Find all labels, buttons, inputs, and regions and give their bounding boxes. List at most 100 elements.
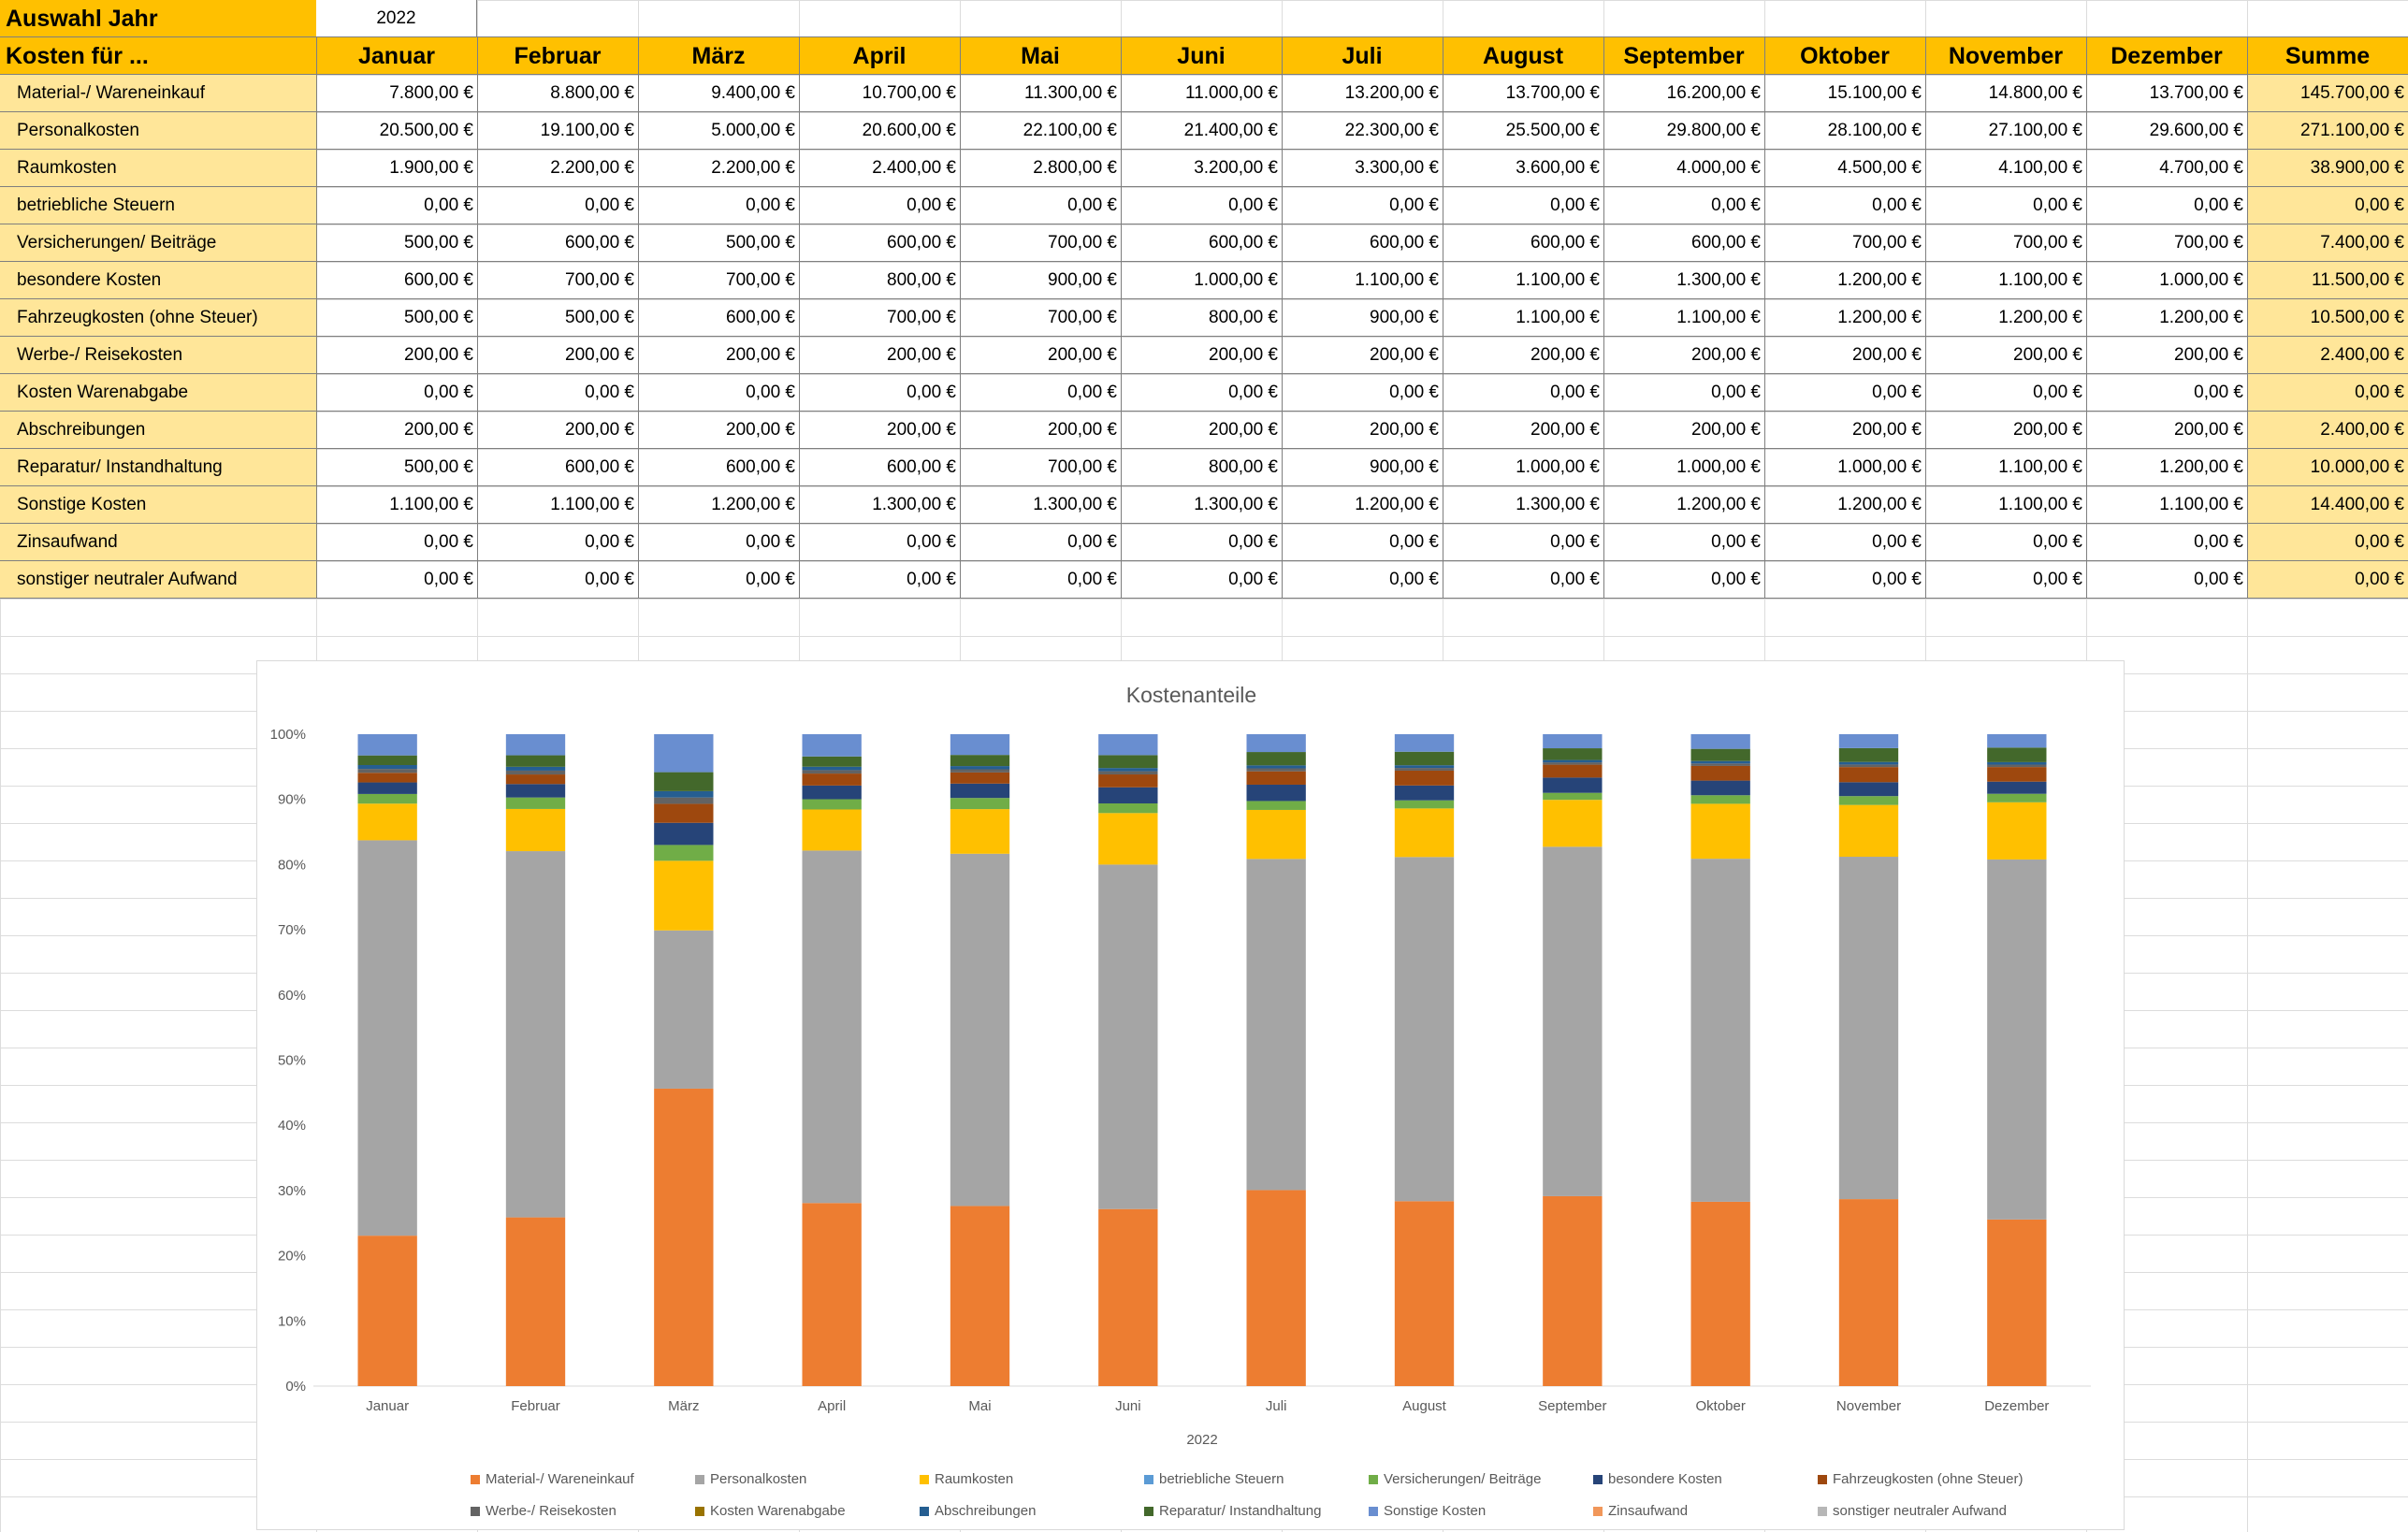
cost-cell[interactable]: 0,00 € [1389, 532, 1439, 552]
cost-cell[interactable]: 700,00 € [2174, 233, 2243, 253]
cost-cell[interactable]: 0,00 € [1228, 383, 1278, 402]
cost-cell[interactable]: 1.100,00 € [1998, 495, 2082, 514]
cost-cell[interactable]: 800,00 € [1209, 457, 1278, 477]
cost-cell[interactable]: 0,00 € [2033, 570, 2082, 589]
sum-cell[interactable]: 2.400,00 € [2247, 337, 2408, 374]
sum-cell[interactable]: 0,00 € [2247, 187, 2408, 224]
cost-cell[interactable]: 200,00 € [726, 345, 795, 365]
cost-cell[interactable]: 4.100,00 € [1998, 158, 2082, 178]
cost-cell[interactable]: 500,00 € [404, 233, 473, 253]
cost-cell[interactable]: 11.300,00 € [1024, 83, 1117, 103]
cost-cell[interactable]: 8.800,00 € [550, 83, 634, 103]
year-input[interactable]: 2022 [316, 0, 477, 37]
cost-cell[interactable]: 200,00 € [2013, 345, 2082, 365]
cost-cell[interactable]: 900,00 € [1048, 270, 1117, 290]
cost-cell[interactable]: 29.800,00 € [1666, 121, 1761, 140]
cost-cell[interactable]: 1.200,00 € [1355, 495, 1439, 514]
cost-cell[interactable]: 200,00 € [1370, 420, 1439, 440]
cost-cell[interactable]: 13.200,00 € [1344, 83, 1439, 103]
cost-cell[interactable]: 0,00 € [424, 195, 473, 215]
cost-cell[interactable]: 0,00 € [2194, 195, 2243, 215]
cost-cell[interactable]: 600,00 € [565, 457, 634, 477]
cost-cell[interactable]: 0,00 € [746, 570, 795, 589]
cost-cell[interactable]: 1.300,00 € [872, 495, 956, 514]
sum-cell[interactable]: 0,00 € [2247, 561, 2408, 599]
cost-cell[interactable]: 200,00 € [404, 420, 473, 440]
cost-cell[interactable]: 700,00 € [1048, 233, 1117, 253]
cost-cell[interactable]: 500,00 € [404, 457, 473, 477]
cost-cell[interactable]: 2.200,00 € [550, 158, 634, 178]
cost-cell[interactable]: 800,00 € [1209, 308, 1278, 327]
cost-share-chart[interactable]: Kostenanteile 0% 10% 20% 30% 40% 50% 60% 70% 80% 9… [256, 660, 2125, 1530]
cost-cell[interactable]: 4.000,00 € [1676, 158, 1761, 178]
cost-cell[interactable]: 1.200,00 € [1676, 495, 1761, 514]
cost-cell[interactable]: 1.100,00 € [1516, 270, 1600, 290]
sum-cell[interactable]: 10.000,00 € [2247, 449, 2408, 486]
cost-cell[interactable]: 1.200,00 € [1837, 270, 1922, 290]
cost-cell[interactable]: 1.200,00 € [711, 495, 795, 514]
cost-cell[interactable]: 0,00 € [1067, 570, 1117, 589]
cost-cell[interactable]: 4.700,00 € [2159, 158, 2243, 178]
cost-cell[interactable]: 600,00 € [1530, 233, 1600, 253]
cost-cell[interactable]: 1.100,00 € [1355, 270, 1439, 290]
cost-cell[interactable]: 1.300,00 € [1194, 495, 1278, 514]
cost-cell[interactable]: 13.700,00 € [2149, 83, 2243, 103]
cost-cell[interactable]: 1.100,00 € [1676, 308, 1761, 327]
cost-cell[interactable]: 14.800,00 € [1988, 83, 2082, 103]
cost-cell[interactable]: 20.500,00 € [379, 121, 473, 140]
cost-cell[interactable]: 0,00 € [1711, 570, 1761, 589]
cost-cell[interactable]: 200,00 € [726, 420, 795, 440]
cost-cell[interactable]: 1.100,00 € [1998, 457, 2082, 477]
cost-cell[interactable]: 0,00 € [585, 570, 634, 589]
cost-cell[interactable]: 700,00 € [887, 308, 956, 327]
cost-cell[interactable]: 0,00 € [1872, 532, 1922, 552]
cost-cell[interactable]: 600,00 € [565, 233, 634, 253]
cost-cell[interactable]: 0,00 € [2033, 532, 2082, 552]
cost-cell[interactable]: 0,00 € [2033, 383, 2082, 402]
cost-cell[interactable]: 1.100,00 € [550, 495, 634, 514]
cost-cell[interactable]: 2.400,00 € [872, 158, 956, 178]
cost-cell[interactable]: 25.500,00 € [1505, 121, 1600, 140]
cost-cell[interactable]: 0,00 € [1711, 383, 1761, 402]
cost-cell[interactable]: 0,00 € [585, 532, 634, 552]
cost-cell[interactable]: 0,00 € [424, 532, 473, 552]
cost-cell[interactable]: 0,00 € [424, 383, 473, 402]
cost-cell[interactable]: 0,00 € [907, 532, 956, 552]
cost-cell[interactable]: 1.300,00 € [1033, 495, 1117, 514]
cost-cell[interactable]: 1.100,00 € [1516, 308, 1600, 327]
cost-cell[interactable]: 1.000,00 € [1516, 457, 1600, 477]
cost-cell[interactable]: 4.500,00 € [1837, 158, 1922, 178]
cost-cell[interactable]: 600,00 € [726, 457, 795, 477]
cost-cell[interactable]: 600,00 € [404, 270, 473, 290]
cost-cell[interactable]: 0,00 € [1067, 195, 1117, 215]
cost-cell[interactable]: 0,00 € [1711, 195, 1761, 215]
cost-cell[interactable]: 1.000,00 € [2159, 270, 2243, 290]
cost-cell[interactable]: 0,00 € [1067, 532, 1117, 552]
cost-cell[interactable]: 0,00 € [1550, 383, 1600, 402]
cost-cell[interactable]: 200,00 € [404, 345, 473, 365]
cost-cell[interactable]: 22.100,00 € [1023, 121, 1117, 140]
cost-cell[interactable]: 200,00 € [1530, 420, 1600, 440]
cost-cell[interactable]: 200,00 € [1852, 420, 1922, 440]
cost-cell[interactable]: 200,00 € [1209, 420, 1278, 440]
cost-cell[interactable]: 0,00 € [907, 383, 956, 402]
cost-cell[interactable]: 0,00 € [1228, 195, 1278, 215]
cost-cell[interactable]: 0,00 € [1550, 570, 1600, 589]
cost-cell[interactable]: 0,00 € [585, 195, 634, 215]
cost-cell[interactable]: 1.200,00 € [1998, 308, 2082, 327]
cost-cell[interactable]: 700,00 € [726, 270, 795, 290]
cost-cell[interactable]: 1.200,00 € [2159, 457, 2243, 477]
cost-cell[interactable]: 10.700,00 € [862, 83, 956, 103]
sum-cell[interactable]: 0,00 € [2247, 374, 2408, 412]
sum-cell[interactable]: 11.500,00 € [2247, 262, 2408, 299]
cost-cell[interactable]: 200,00 € [1048, 420, 1117, 440]
sum-cell[interactable]: 38.900,00 € [2247, 150, 2408, 187]
cost-cell[interactable]: 13.700,00 € [1505, 83, 1600, 103]
cost-cell[interactable]: 22.300,00 € [1344, 121, 1439, 140]
cost-cell[interactable]: 200,00 € [887, 345, 956, 365]
cost-cell[interactable]: 500,00 € [565, 308, 634, 327]
cost-cell[interactable]: 0,00 € [907, 570, 956, 589]
cost-cell[interactable]: 1.200,00 € [2159, 308, 2243, 327]
cost-cell[interactable]: 200,00 € [565, 345, 634, 365]
cost-cell[interactable]: 0,00 € [1872, 570, 1922, 589]
